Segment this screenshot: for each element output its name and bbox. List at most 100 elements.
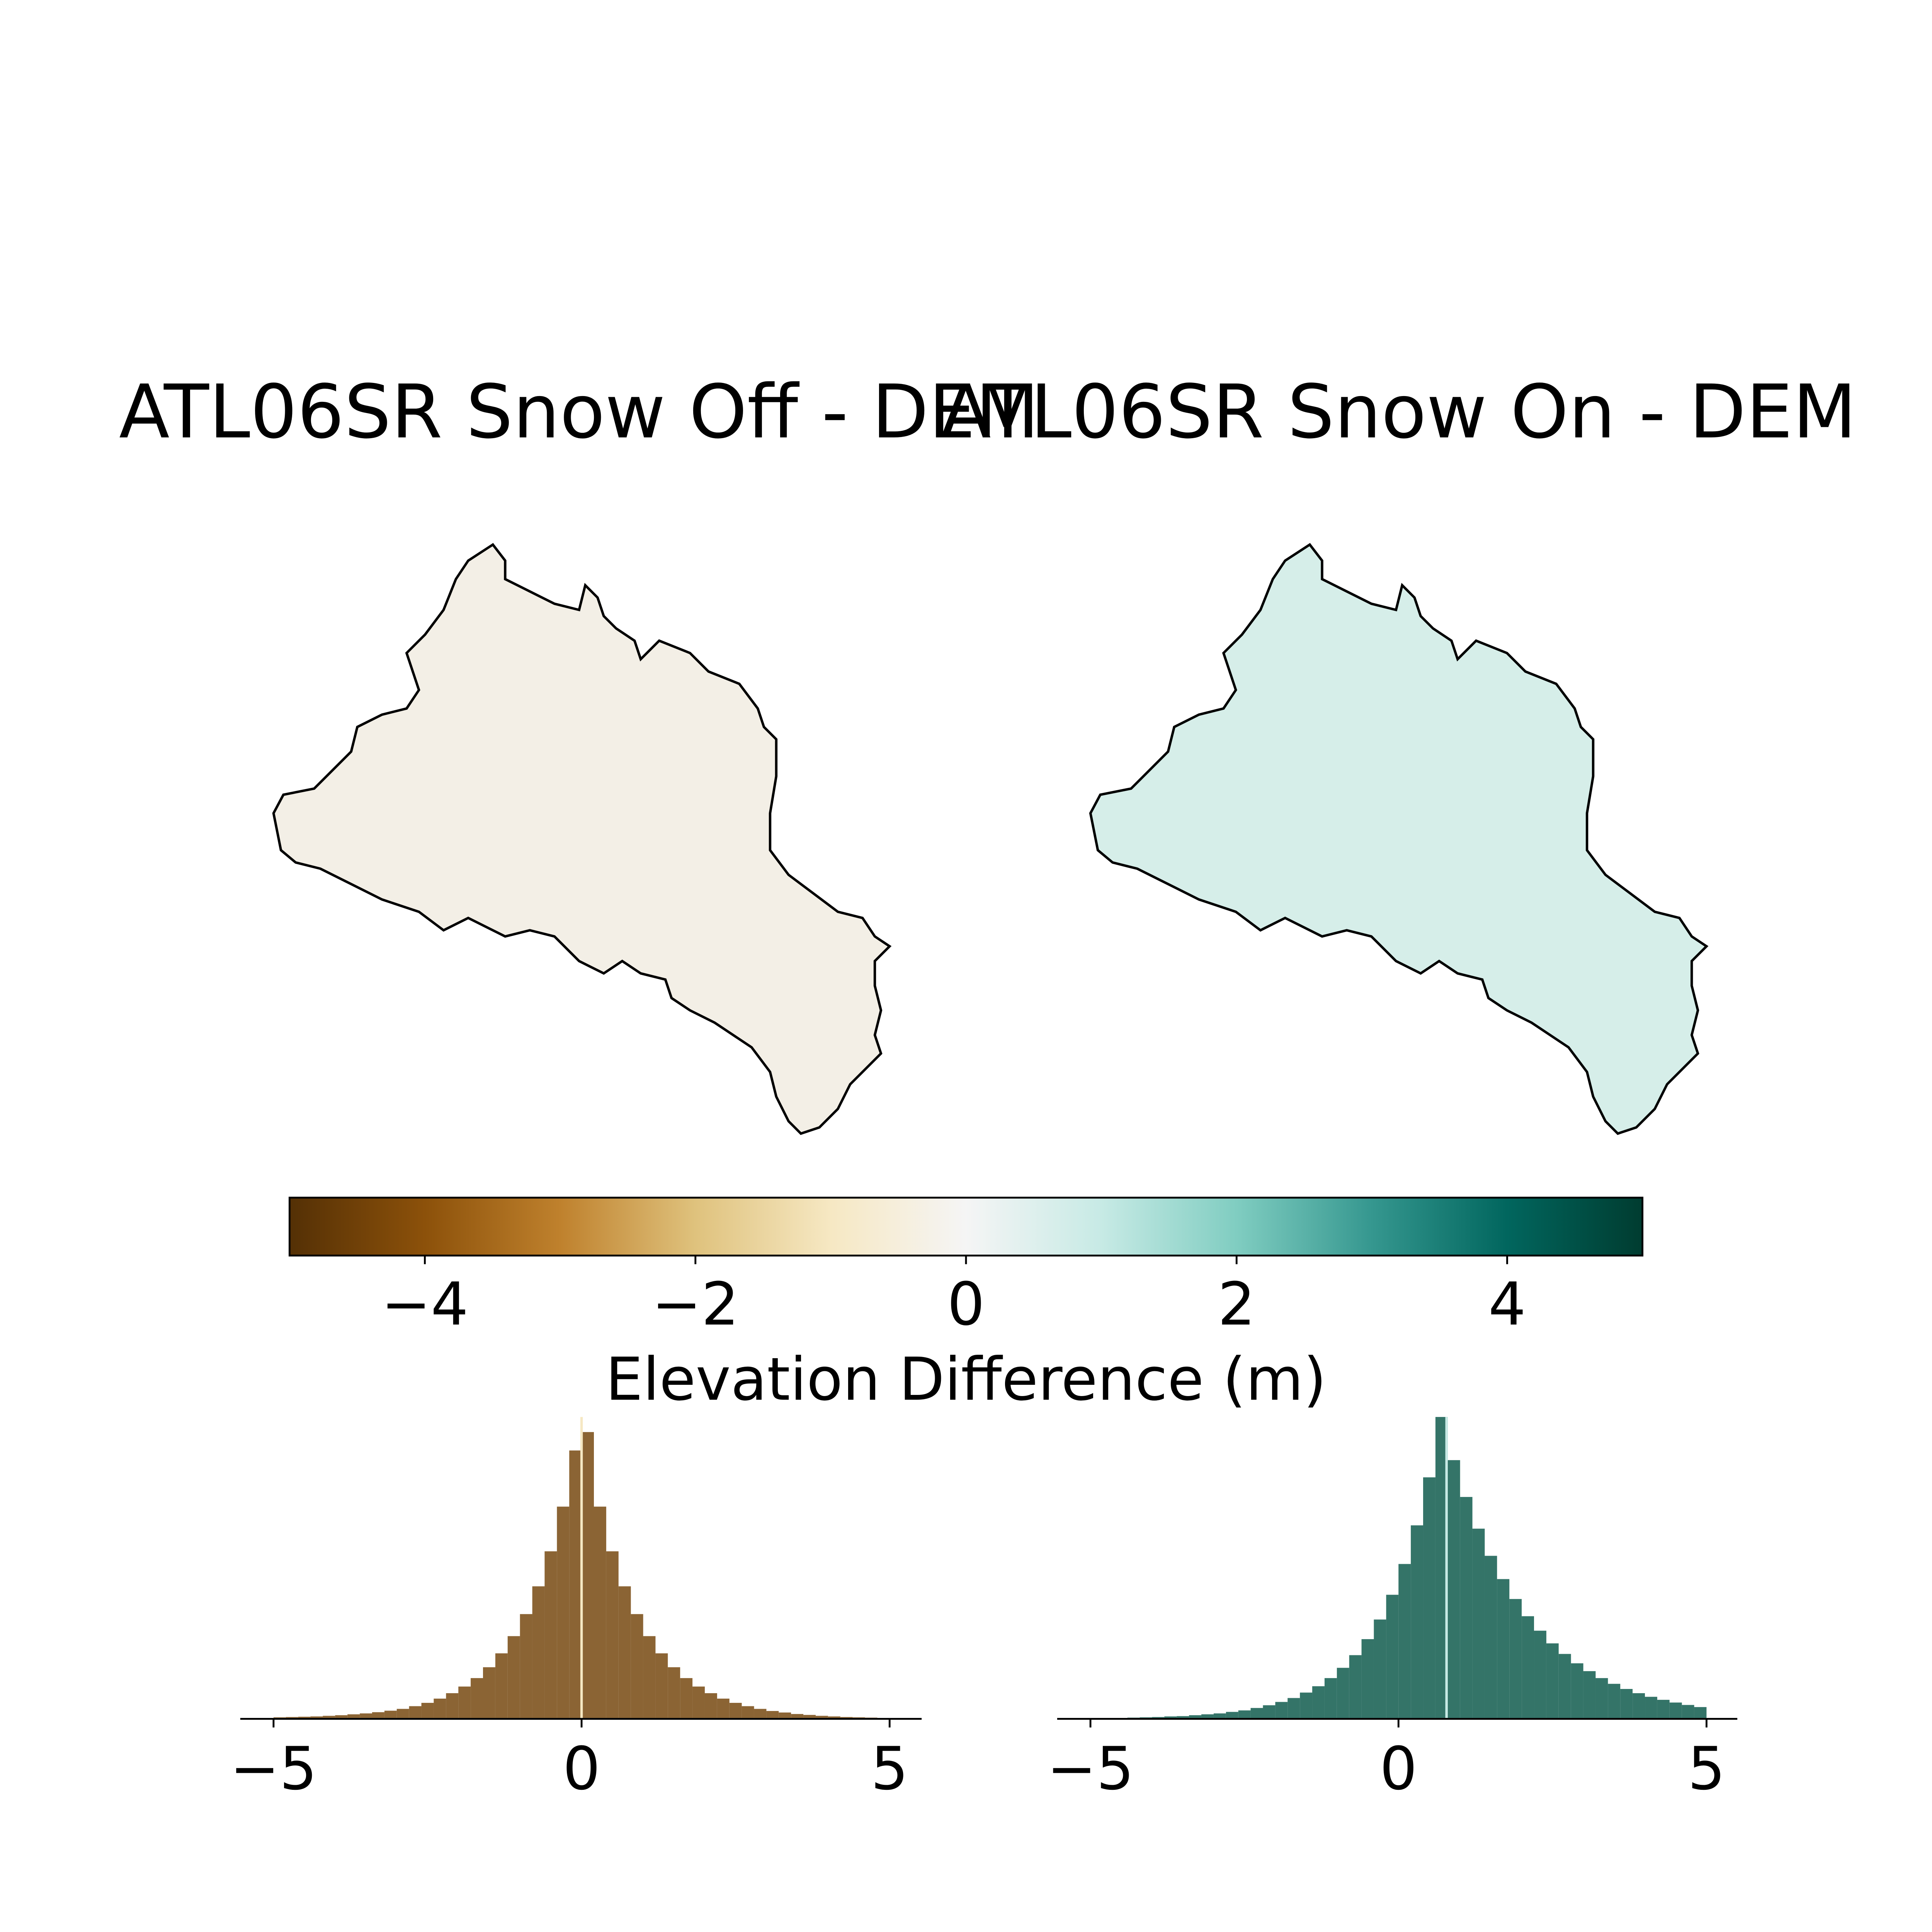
hist-bar <box>1534 1631 1546 1719</box>
hist-bar <box>1238 1710 1251 1719</box>
hist-bar <box>1263 1705 1276 1719</box>
x-tick-label: −4 <box>381 1270 469 1339</box>
hist-bar <box>298 1716 311 1719</box>
hist-bar <box>594 1507 606 1719</box>
hist-bar <box>1349 1655 1362 1719</box>
hist-bar <box>1472 1529 1485 1719</box>
hist-bar <box>779 1712 791 1719</box>
hist-bar <box>557 1507 570 1719</box>
x-tick-label: −5 <box>230 1735 317 1803</box>
hist-bar <box>1460 1497 1473 1719</box>
basin-outline <box>274 544 889 1133</box>
hist-bar <box>520 1614 532 1719</box>
hist-bar <box>754 1709 767 1719</box>
hist-bar <box>1300 1692 1313 1719</box>
hist-bar <box>1398 1564 1411 1719</box>
hist-bar <box>396 1709 409 1719</box>
hist-bar <box>347 1714 360 1719</box>
hist-bar <box>323 1716 335 1719</box>
x-tick-label: 4 <box>1488 1270 1526 1339</box>
hist-bar <box>1177 1716 1189 1719</box>
hist-bar <box>360 1713 372 1719</box>
hist-bar <box>729 1702 742 1719</box>
hist-bar <box>1374 1619 1386 1719</box>
hist-bar <box>1250 1708 1263 1719</box>
hist-bar <box>582 1432 594 1719</box>
hist-bar <box>1312 1686 1325 1719</box>
hist-bar <box>1633 1693 1645 1719</box>
hist-bar <box>828 1716 840 1719</box>
hist-bar <box>606 1551 619 1719</box>
subplot-title: ATL06SR Snow Off - DEM <box>119 369 1039 455</box>
hist-bar <box>1558 1654 1571 1719</box>
x-tick-label: 5 <box>1688 1735 1725 1803</box>
hist-bar <box>1509 1599 1522 1719</box>
hist-bar <box>1620 1689 1633 1719</box>
hist-bar <box>1164 1716 1177 1719</box>
hist-bar <box>1497 1579 1510 1719</box>
hist-bar <box>458 1686 471 1719</box>
colorbar <box>288 1197 1644 1257</box>
hist-bar <box>1423 1477 1435 1719</box>
hist-bar <box>704 1693 717 1719</box>
hist-bar <box>1201 1714 1214 1719</box>
hist-bar <box>1682 1705 1694 1719</box>
hist-bar <box>409 1706 422 1719</box>
hist-bar <box>668 1667 680 1719</box>
hist-bar <box>803 1715 816 1719</box>
x-tick-label: −2 <box>652 1270 739 1339</box>
hist-bar <box>692 1686 705 1719</box>
hist-bar <box>1608 1684 1621 1719</box>
hist-bar <box>384 1711 397 1719</box>
hist-bar <box>1645 1697 1657 1719</box>
hist-bar <box>372 1712 384 1719</box>
hist-bar <box>544 1551 557 1719</box>
hist-bar <box>1669 1702 1682 1719</box>
hist-bar <box>1657 1700 1670 1719</box>
x-tick-label: −5 <box>1047 1735 1134 1803</box>
basin-outline <box>1090 544 1706 1133</box>
x-tick-label: 0 <box>947 1270 985 1339</box>
hist-bar <box>1595 1678 1608 1719</box>
hist-bar <box>1213 1713 1226 1719</box>
hist-bar <box>1361 1639 1374 1719</box>
hist-bar <box>1337 1668 1349 1719</box>
x-tick-label: 0 <box>1380 1735 1417 1803</box>
x-tick-label: 2 <box>1218 1270 1255 1339</box>
hist-bar <box>446 1693 459 1719</box>
hist-bar <box>335 1715 348 1719</box>
hist-bar <box>471 1678 483 1719</box>
hist-bar <box>1447 1460 1460 1719</box>
subplot-title: ATL06SR Snow On - DEM <box>940 369 1857 455</box>
hist-bar <box>1546 1643 1559 1719</box>
hist-bar <box>1583 1671 1596 1719</box>
hist-bar <box>310 1716 323 1719</box>
hist-bar <box>791 1714 804 1719</box>
hist-bar <box>434 1698 446 1719</box>
hist-bar <box>1485 1556 1497 1719</box>
hist-bar <box>717 1698 730 1719</box>
colorbar-label: Elevation Difference (m) <box>605 1345 1327 1414</box>
hist-bar <box>655 1653 668 1719</box>
hist-bar <box>815 1716 828 1719</box>
hist-bar <box>742 1706 754 1719</box>
hist-bar <box>1275 1702 1288 1719</box>
hist-bar <box>507 1636 520 1719</box>
hist-bar <box>643 1636 656 1719</box>
hist-bar <box>532 1586 545 1719</box>
hist-bar <box>680 1678 693 1719</box>
hist-bar <box>1522 1616 1534 1719</box>
hist-bar <box>1324 1678 1337 1719</box>
hist-bar <box>495 1653 508 1719</box>
hist-bar <box>1411 1525 1423 1719</box>
hist-bar <box>1226 1712 1238 1719</box>
hist-bar <box>1386 1595 1399 1719</box>
hist-bar <box>766 1711 779 1719</box>
hist-bar <box>421 1702 434 1719</box>
hist-bar <box>618 1586 631 1719</box>
hist-bar <box>1189 1715 1202 1719</box>
hist-bar <box>1694 1707 1707 1719</box>
x-tick-label: 0 <box>563 1735 600 1803</box>
hist-bar <box>483 1667 495 1719</box>
